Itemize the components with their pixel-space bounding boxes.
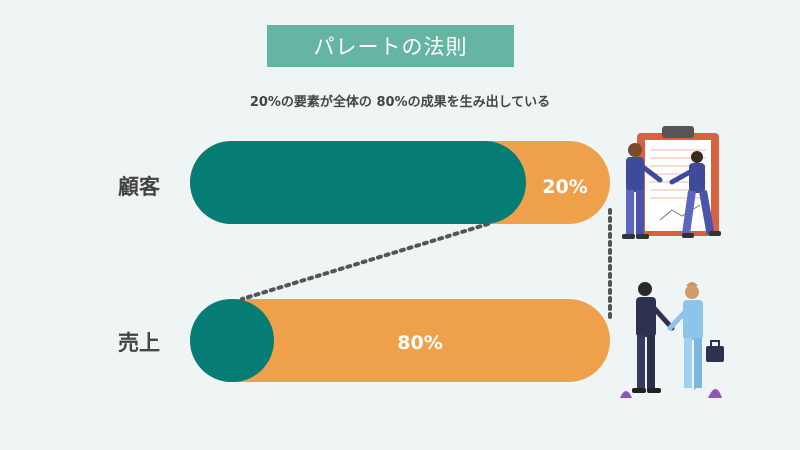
page-title: パレートの法則 bbox=[313, 35, 468, 59]
connector-left-dotted-line bbox=[240, 222, 490, 301]
subtitle: 20%の要素が全体の 80%の成果を生み出している bbox=[249, 95, 551, 110]
bar-sales-value-label: 80% bbox=[397, 332, 442, 354]
bar-customers-value-label: 20% bbox=[542, 176, 587, 198]
bar-sales-teal-segment bbox=[190, 299, 274, 382]
row-label-customers: 顧客 bbox=[118, 175, 160, 199]
business-meeting-clipboard-illustration bbox=[622, 126, 721, 239]
bar-sales-orange-segment bbox=[190, 299, 610, 382]
business-handshake-illustration bbox=[620, 282, 724, 398]
row-label-sales: 売上 bbox=[118, 331, 160, 355]
bar-customers-teal-segment bbox=[190, 141, 526, 224]
bar-customers: 20% bbox=[190, 141, 610, 224]
bar-sales: 80% bbox=[190, 299, 610, 382]
title-banner: パレートの法則 bbox=[267, 25, 514, 67]
